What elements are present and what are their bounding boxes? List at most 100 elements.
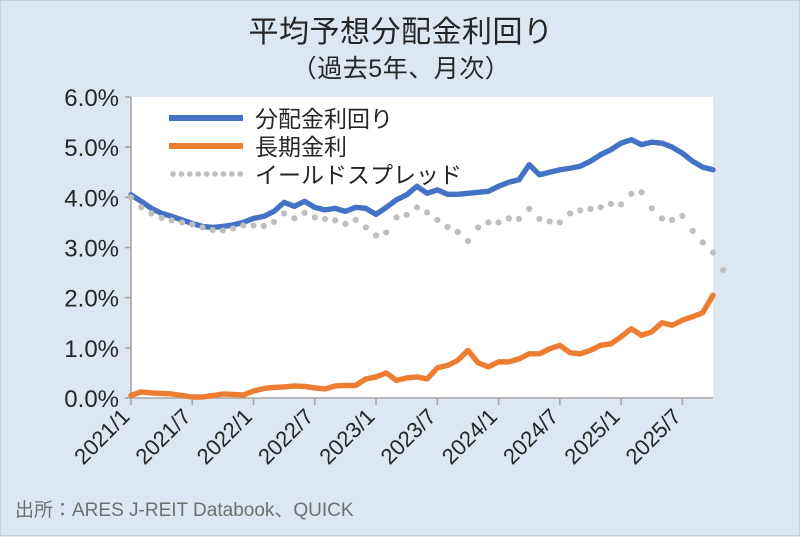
legend-swatch	[170, 171, 176, 177]
chart-subtitle: （過去5年、月次）	[291, 55, 511, 83]
x-axis-tick-label: 2024/7	[498, 404, 563, 469]
data-point	[352, 216, 359, 224]
data-point	[403, 211, 410, 218]
legend-swatch	[237, 171, 243, 177]
y-axis-tick-label: 3.0%	[64, 236, 119, 263]
data-point	[127, 194, 135, 201]
data-point	[260, 222, 267, 230]
x-axis-tick-label: 2023/7	[376, 404, 441, 469]
data-point	[597, 204, 604, 211]
data-point	[281, 210, 288, 217]
series-2	[128, 292, 716, 400]
data-point	[291, 215, 298, 222]
data-point	[679, 212, 686, 219]
legend-item: 分配金利回り	[169, 106, 393, 132]
data-point	[556, 219, 563, 226]
x-axis-tick-label: 2023/1	[314, 404, 379, 469]
data-point	[505, 215, 512, 222]
data-point	[332, 217, 339, 224]
data-point	[669, 216, 676, 224]
data-point	[372, 232, 380, 239]
y-axis-tick-labels: 0.0% 1.0% 2.0% 3.0% 4.0% 5.0% 6.0%	[64, 85, 119, 413]
data-point	[189, 221, 196, 228]
data-point	[311, 214, 318, 221]
data-point	[689, 227, 696, 235]
data-point	[515, 215, 523, 223]
data-point	[158, 214, 165, 222]
y-axis-tick-label: 5.0%	[64, 135, 119, 162]
data-point	[648, 205, 655, 212]
series-3	[127, 189, 727, 274]
data-point	[587, 205, 594, 212]
data-point	[362, 224, 369, 231]
x-axis-tick-label: 2024/1	[437, 404, 502, 469]
legend-swatch	[195, 171, 201, 177]
data-point	[720, 266, 727, 274]
data-point	[219, 227, 226, 234]
data-point	[577, 207, 584, 214]
data-point	[434, 216, 441, 224]
y-axis-tick-label: 2.0%	[64, 286, 119, 313]
data-point	[178, 219, 186, 226]
data-point	[709, 249, 717, 256]
legend-swatch	[212, 171, 218, 177]
data-point	[566, 210, 574, 217]
x-axis-tick-label: 2022/7	[253, 404, 318, 469]
series-1	[128, 136, 716, 231]
legend-label: 長期金利	[255, 134, 347, 160]
series-line	[128, 136, 716, 231]
data-point	[321, 215, 329, 223]
data-point	[526, 205, 533, 212]
data-point	[607, 200, 614, 207]
chart-title: 平均予想分配金利回り	[248, 16, 554, 49]
data-point	[342, 220, 349, 228]
data-point	[444, 223, 451, 231]
data-point	[495, 219, 502, 226]
data-point	[546, 218, 553, 225]
x-axis-tick-label: 2021/1	[69, 404, 134, 469]
legend-label: 分配金利回り	[255, 106, 393, 132]
data-point	[464, 237, 472, 245]
x-axis-tick-label: 2021/7	[131, 404, 196, 469]
legend-swatch	[220, 171, 227, 177]
x-axis-tick-label: 2025/1	[559, 404, 624, 469]
y-axis-tick-label: 4.0%	[64, 185, 119, 212]
data-point	[199, 224, 206, 231]
legend-swatch	[187, 171, 193, 177]
y-axis-tick-label: 1.0%	[64, 336, 119, 363]
data-point	[536, 215, 543, 223]
data-point	[270, 218, 278, 226]
y-axis-tick-label: 0.0%	[64, 386, 119, 413]
x-axis-tick-label: 2025/7	[621, 404, 686, 469]
legend-label: イールドスプレッド	[255, 162, 462, 188]
data-point	[209, 226, 216, 234]
data-point	[301, 209, 308, 216]
data-point	[424, 209, 431, 216]
data-point	[658, 215, 666, 222]
data-point	[168, 217, 175, 224]
data-point	[250, 222, 257, 229]
source-note: 出所：ARES J-REIT Databook、QUICK	[15, 500, 354, 521]
data-point	[628, 190, 635, 197]
x-axis-tick-labels: 2021/12021/72022/12022/72023/12023/72024…	[69, 404, 686, 469]
legend-swatch	[203, 171, 210, 177]
data-point	[383, 229, 390, 236]
legend-swatch	[229, 171, 235, 177]
legend-item: 長期金利	[169, 134, 347, 160]
legend-item: イールドスプレッド	[170, 162, 462, 188]
data-point	[148, 210, 155, 217]
x-axis-tick-label: 2022/1	[192, 404, 257, 469]
data-point	[638, 189, 645, 196]
data-point	[240, 222, 247, 229]
series-line	[128, 292, 716, 400]
data-point	[618, 201, 625, 208]
data-point	[485, 219, 492, 226]
y-axis-tick-label: 6.0%	[64, 85, 119, 112]
data-point	[393, 214, 400, 221]
data-point	[230, 225, 237, 232]
data-point	[138, 204, 145, 211]
data-point	[454, 228, 461, 236]
